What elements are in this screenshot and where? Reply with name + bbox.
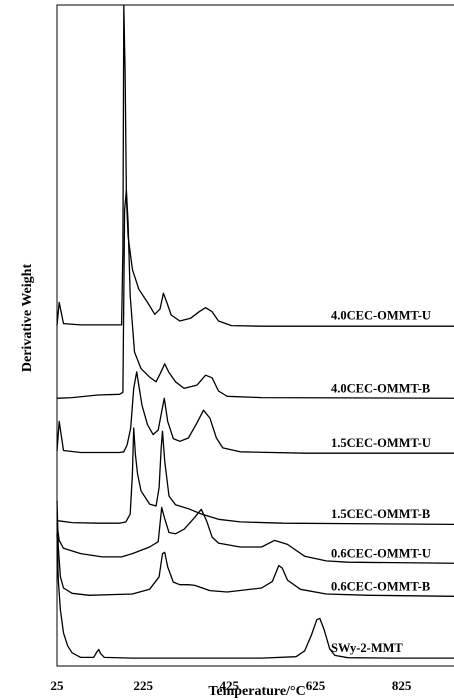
series-label-6: 0.6CEC-OMMT-B bbox=[331, 580, 430, 594]
series-line-7 bbox=[56, 533, 454, 659]
x-axis-title: Temperature/°C bbox=[208, 684, 305, 699]
series-label-3: 1.5CEC-OMMT-U bbox=[331, 436, 431, 450]
series-label-5: 0.6CEC-OMMT-U bbox=[331, 547, 431, 561]
series-line-2 bbox=[56, 189, 454, 399]
plot-frame bbox=[56, 4, 454, 667]
x-tick-label: 25 bbox=[51, 678, 65, 693]
series-line-4 bbox=[56, 427, 454, 525]
series-label-2: 4.0CEC-OMMT-B bbox=[331, 381, 430, 395]
series-label-4: 1.5CEC-OMMT-B bbox=[331, 507, 430, 521]
series-label-1: 4.0CEC-OMMT-U bbox=[331, 309, 431, 323]
series-line-1 bbox=[56, 4, 454, 327]
curves bbox=[56, 4, 454, 659]
x-tick-label: 625 bbox=[306, 678, 326, 693]
x-tick-label: 825 bbox=[392, 678, 412, 693]
x-tick-label: 425 bbox=[220, 678, 240, 693]
series-line-5 bbox=[56, 506, 454, 564]
series-line-6 bbox=[56, 500, 454, 597]
series-line-3 bbox=[56, 371, 454, 454]
y-axis-title: Derivative Weight bbox=[20, 264, 35, 373]
series-label-7: SWy-2-MMT bbox=[331, 641, 403, 655]
x-tick-label: 225 bbox=[133, 678, 153, 693]
x-tick-labels: 25 225 425 625 825 bbox=[51, 678, 412, 693]
series-labels: 4.0CEC-OMMT-U 4.0CEC-OMMT-B 1.5CEC-OMMT-U 1… bbox=[331, 309, 431, 655]
